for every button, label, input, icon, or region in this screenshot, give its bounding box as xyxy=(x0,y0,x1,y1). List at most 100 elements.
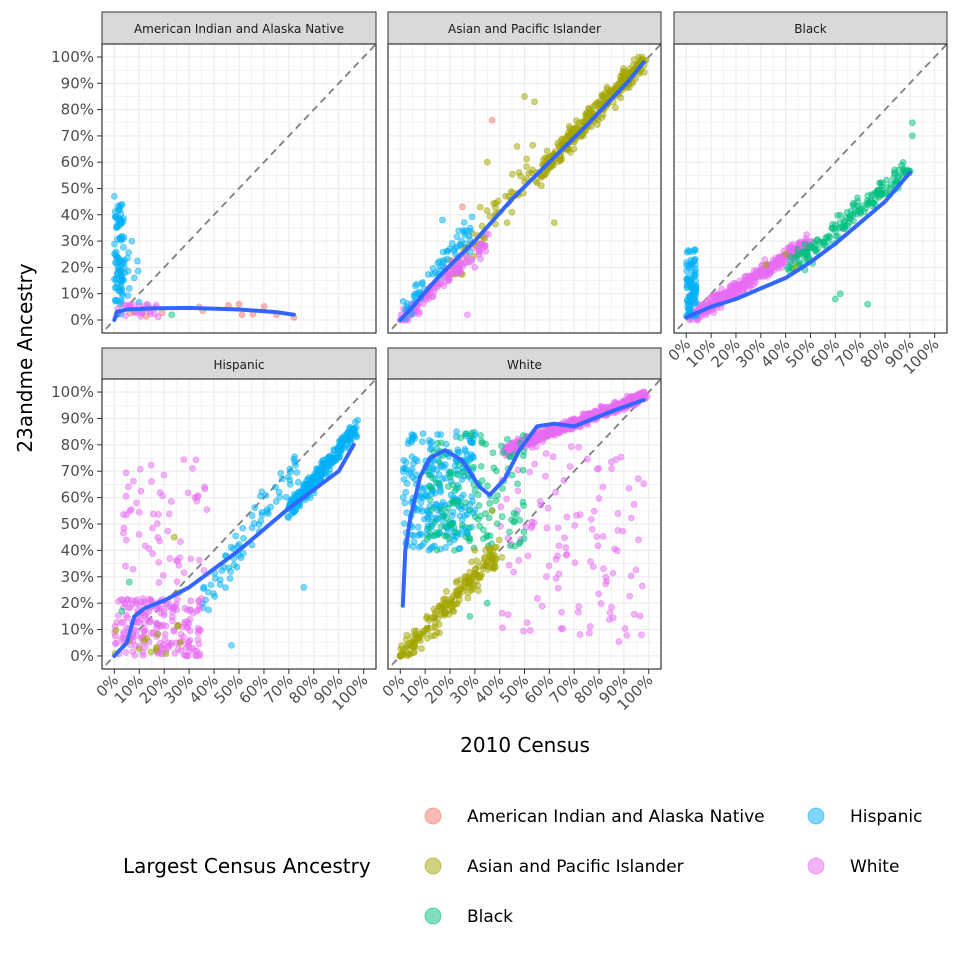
data-point xyxy=(864,300,872,308)
data-point xyxy=(586,106,594,114)
data-point xyxy=(543,147,551,155)
data-point xyxy=(573,123,581,131)
data-point xyxy=(426,471,434,479)
facet-strip xyxy=(101,11,377,45)
data-point xyxy=(465,524,473,532)
legend-item-hispanic: Hispanic xyxy=(807,807,922,827)
data-point xyxy=(499,449,507,457)
data-point xyxy=(200,566,208,574)
data-point xyxy=(159,492,166,500)
data-point xyxy=(443,247,451,255)
data-point xyxy=(216,581,224,588)
data-point xyxy=(498,553,506,561)
data-point xyxy=(155,579,163,586)
data-point xyxy=(543,524,551,532)
data-point xyxy=(130,274,138,282)
data-point xyxy=(561,534,569,542)
data-point xyxy=(433,546,441,554)
data-point xyxy=(409,543,417,551)
data-point xyxy=(458,203,466,211)
data-point xyxy=(562,544,570,551)
data-point xyxy=(401,465,408,473)
data-point xyxy=(418,438,426,446)
data-point xyxy=(135,508,143,516)
data-point xyxy=(599,483,607,491)
data-point xyxy=(461,572,469,580)
data-point xyxy=(630,610,638,618)
data-point xyxy=(147,461,155,469)
data-point xyxy=(400,520,408,528)
data-point xyxy=(475,502,483,509)
data-point xyxy=(503,495,511,503)
data-point xyxy=(638,582,646,590)
data-point xyxy=(477,255,484,263)
legend-swatch xyxy=(424,907,442,925)
data-point xyxy=(416,530,424,538)
data-point xyxy=(147,596,155,603)
data-point xyxy=(489,449,497,457)
data-point xyxy=(111,213,119,221)
data-point xyxy=(536,497,544,505)
data-point xyxy=(473,557,480,565)
data-point xyxy=(611,545,619,553)
data-point xyxy=(403,480,411,487)
data-point xyxy=(437,605,445,612)
data-point xyxy=(471,487,479,494)
data-point xyxy=(508,208,516,216)
y-tick-label: 100% xyxy=(51,48,94,66)
data-point xyxy=(782,250,790,258)
data-point xyxy=(443,255,451,263)
data-point xyxy=(226,575,234,582)
data-point xyxy=(195,640,203,648)
data-point xyxy=(149,510,157,518)
facet-strip-label: Black xyxy=(794,22,827,36)
panel-plot-area xyxy=(102,44,376,333)
data-point xyxy=(449,499,457,507)
data-point xyxy=(435,480,443,488)
data-point xyxy=(417,645,425,652)
data-point xyxy=(457,241,465,249)
data-point xyxy=(466,224,474,232)
data-point xyxy=(122,469,130,477)
facet-strip xyxy=(387,11,662,45)
data-point xyxy=(520,627,527,635)
data-point xyxy=(404,300,411,307)
data-point xyxy=(485,514,493,522)
data-point xyxy=(485,230,492,238)
data-point xyxy=(177,538,184,546)
data-point xyxy=(511,517,518,525)
data-point xyxy=(439,216,446,224)
data-point xyxy=(524,552,532,560)
data-point xyxy=(122,562,129,570)
data-point xyxy=(508,170,516,178)
data-point xyxy=(129,565,137,573)
x-axis-title: 2010 Census xyxy=(460,733,590,757)
facet-panel-hispanic: Hispanic 0% 10% 20% 30% 40% 50% 60% 70% 80% 90% 100… xyxy=(51,347,377,714)
data-point xyxy=(257,492,264,500)
data-point xyxy=(452,592,460,599)
data-point xyxy=(486,212,494,220)
data-point xyxy=(442,544,449,551)
data-point xyxy=(563,513,571,521)
data-point xyxy=(248,512,256,519)
panel-plot-area xyxy=(388,379,661,669)
data-point xyxy=(567,443,575,450)
y-tick-label: 50% xyxy=(61,515,94,533)
smooth-trend-line xyxy=(112,442,356,658)
data-point xyxy=(566,463,574,470)
data-point xyxy=(495,536,503,544)
data-point xyxy=(146,617,154,624)
data-point xyxy=(520,528,528,536)
data-point xyxy=(442,609,449,616)
data-point xyxy=(507,445,515,453)
data-point xyxy=(187,597,195,605)
legend-item-asian-and-pacific-islander: Asian and Pacific Islander xyxy=(424,857,684,877)
data-point xyxy=(459,491,467,499)
data-point xyxy=(165,510,173,518)
data-point xyxy=(250,519,258,527)
data-point xyxy=(137,487,145,495)
data-point xyxy=(606,616,613,623)
facet-panels: American Indian and Alaska Native 0% 10% 20… xyxy=(51,11,948,714)
data-point xyxy=(462,533,470,541)
data-point xyxy=(248,541,256,549)
